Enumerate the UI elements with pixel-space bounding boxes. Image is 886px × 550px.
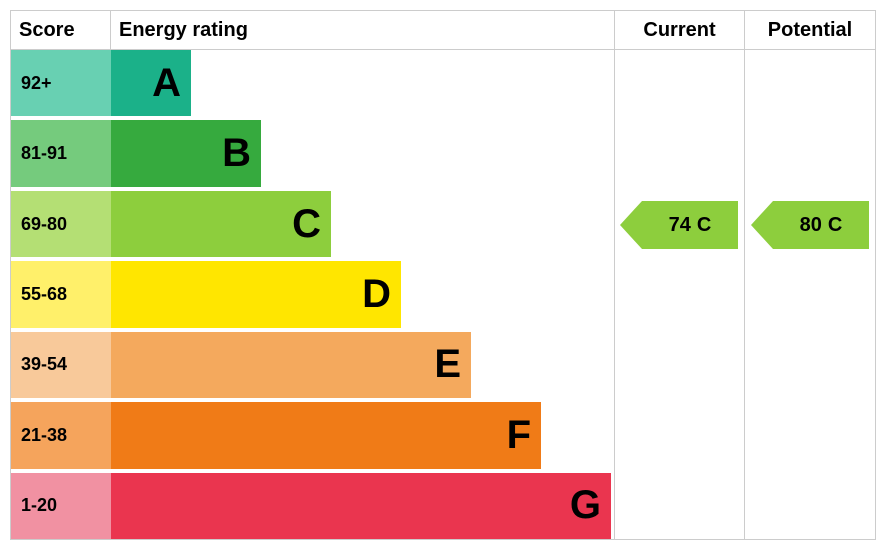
header-potential: Potential: [745, 11, 875, 49]
score-cell: 39-54: [11, 332, 111, 398]
score-cell: 92+: [11, 50, 111, 116]
potential-arrow: 80 C: [751, 201, 869, 249]
band-row: 1-20 G: [11, 473, 614, 539]
band-row: 81-91 B: [11, 120, 614, 186]
rating-bar: A: [111, 50, 191, 116]
bars-column: 92+ A 81-91 B 69-80 C 55-68 D 39-54 E 21-38 F 1-20 G: [11, 50, 615, 539]
band-row: 69-80 C: [11, 191, 614, 257]
score-cell: 1-20: [11, 473, 111, 539]
energy-rating-chart: Score Energy rating Current Potential 92…: [10, 10, 876, 540]
current-column: 74 C: [615, 50, 745, 539]
body-row: 92+A81-91B69-80C55-68D39-54E21-38F1-20G …: [10, 50, 876, 540]
header-current: Current: [615, 11, 745, 49]
potential-letter: C: [828, 214, 842, 237]
score-cell: 81-91: [11, 120, 111, 186]
rating-bar: D: [111, 261, 401, 327]
arrow-tip-icon: [620, 201, 642, 249]
header-row: Score Energy rating Current Potential: [10, 10, 876, 50]
rating-letter: G: [570, 483, 601, 528]
rating-letter: A: [152, 61, 181, 106]
header-score: Score: [11, 11, 111, 49]
band-row: 21-38 F: [11, 402, 614, 468]
rating-bar: C: [111, 191, 331, 257]
rating-letter: C: [292, 202, 321, 247]
current-arrow-body: 74 C: [642, 201, 738, 249]
rating-bar: E: [111, 332, 471, 398]
rating-letter: B: [222, 131, 251, 176]
band-row: 92+ A: [11, 50, 614, 116]
band-row: 55-68 D: [11, 261, 614, 327]
potential-arrow-body: 80 C: [773, 201, 869, 249]
rating-bar: G: [111, 473, 611, 539]
rating-bar: B: [111, 120, 261, 186]
score-cell: 69-80: [11, 191, 111, 257]
rating-letter: E: [434, 342, 461, 387]
arrow-tip-icon: [751, 201, 773, 249]
score-cell: 55-68: [11, 261, 111, 327]
current-arrow: 74 C: [620, 201, 738, 249]
rating-letter: D: [362, 272, 391, 317]
bars-container: 92+ A 81-91 B 69-80 C 55-68 D 39-54 E 21-38 F 1-20 G: [11, 50, 614, 539]
rating-bar: F: [111, 402, 541, 468]
current-letter: C: [697, 214, 711, 237]
potential-column: 80 C: [745, 50, 875, 539]
band-row: 39-54 E: [11, 332, 614, 398]
score-cell: 21-38: [11, 402, 111, 468]
current-value: 74: [669, 214, 691, 237]
header-rating: Energy rating: [111, 11, 615, 49]
rating-letter: F: [507, 413, 531, 458]
potential-value: 80: [800, 214, 822, 237]
